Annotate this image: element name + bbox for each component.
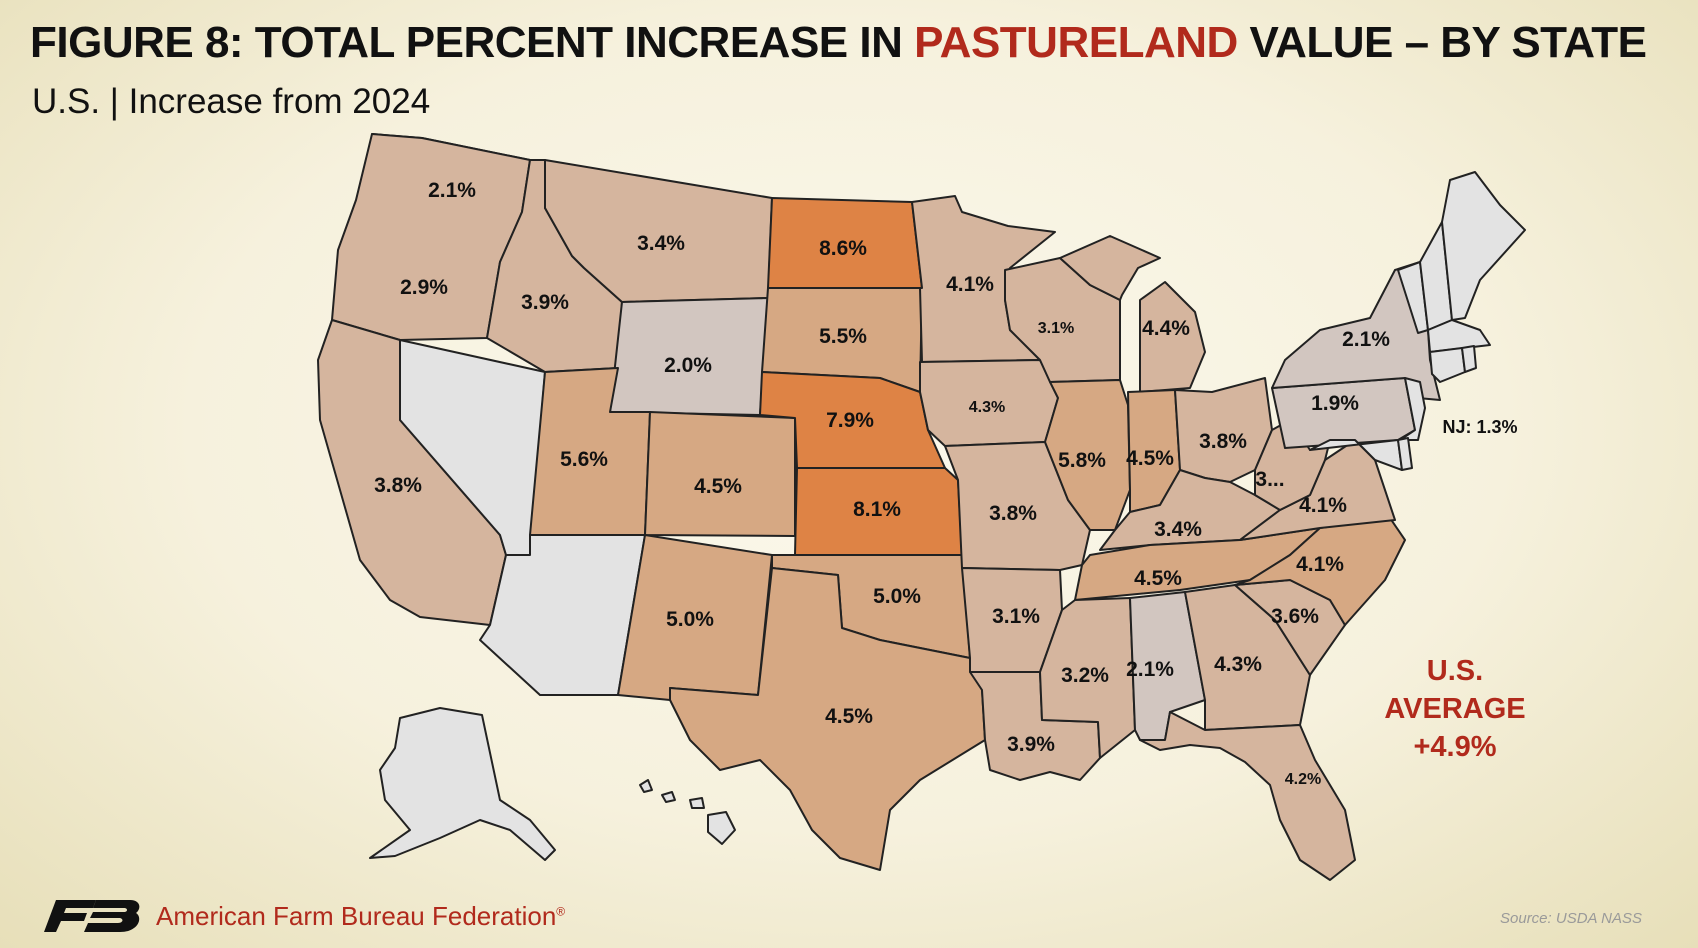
title-highlight: PASTURELAND bbox=[914, 18, 1238, 67]
title-suffix: VALUE – BY STATE bbox=[1237, 18, 1648, 67]
state-nj bbox=[1399, 377, 1426, 441]
label-nj: NJ: 1.3% bbox=[1442, 417, 1517, 437]
label-wi: 3.1% bbox=[1038, 320, 1074, 337]
afbf-logo-icon bbox=[44, 900, 140, 932]
label-mt: 3.4% bbox=[637, 232, 685, 255]
title-prefix: FIGURE 8: TOTAL PERCENT INCREASE IN bbox=[30, 18, 915, 67]
label-tx: 4.5% bbox=[825, 705, 873, 728]
label-wv: 3... bbox=[1255, 468, 1284, 491]
state-ri bbox=[1461, 345, 1477, 373]
label-ne: 7.9% bbox=[826, 409, 874, 432]
label-ca: 3.8% bbox=[374, 474, 422, 497]
state-fl bbox=[1139, 711, 1356, 881]
state-de bbox=[1397, 437, 1413, 471]
label-nc: 4.1% bbox=[1296, 553, 1344, 576]
state-az bbox=[479, 534, 646, 696]
label-or: 2.9% bbox=[400, 276, 448, 299]
label-nm: 5.0% bbox=[666, 608, 714, 631]
state-me bbox=[1441, 171, 1526, 321]
org-name-text: American Farm Bureau Federation bbox=[156, 900, 557, 931]
label-va: 4.1% bbox=[1299, 494, 1347, 517]
label-co: 4.5% bbox=[694, 475, 742, 498]
label-wy: 2.0% bbox=[664, 354, 712, 377]
state-tx bbox=[669, 567, 986, 871]
label-ar: 3.1% bbox=[992, 605, 1040, 628]
state-nc bbox=[1234, 517, 1406, 626]
figure-subtitle: U.S. | Increase from 2024 bbox=[32, 82, 431, 121]
label-la: 3.9% bbox=[1007, 733, 1055, 756]
state-mi bbox=[1059, 235, 1206, 393]
label-sd: 5.5% bbox=[819, 325, 867, 348]
label-mn: 4.1% bbox=[946, 273, 994, 296]
avg-line-1: U.S. bbox=[1426, 655, 1484, 687]
label-al: 2.1% bbox=[1126, 658, 1174, 681]
label-sc: 3.6% bbox=[1271, 605, 1319, 628]
label-ky: 3.4% bbox=[1154, 518, 1202, 541]
figure-title: FIGURE 8: TOTAL PERCENT INCREASE IN PAST… bbox=[30, 18, 1647, 68]
org-name: American Farm Bureau Federation® bbox=[156, 901, 565, 932]
label-mo: 3.8% bbox=[989, 502, 1037, 525]
label-ms: 3.2% bbox=[1061, 664, 1109, 687]
label-ok: 5.0% bbox=[873, 585, 921, 608]
state-ak bbox=[369, 707, 556, 861]
footer: American Farm Bureau Federation® bbox=[44, 896, 565, 936]
label-tn: 4.5% bbox=[1134, 567, 1182, 590]
avg-line-2: AVERAGE bbox=[1384, 693, 1526, 725]
state-ma bbox=[1427, 319, 1491, 353]
label-nd: 8.6% bbox=[819, 237, 867, 260]
label-pa: 1.9% bbox=[1311, 392, 1359, 415]
label-mi: 4.4% bbox=[1142, 317, 1190, 340]
label-ny: 2.1% bbox=[1342, 328, 1390, 351]
source-note: Source: USDA NASS bbox=[1500, 910, 1642, 927]
label-ut: 5.6% bbox=[560, 448, 608, 471]
state-ct bbox=[1429, 347, 1466, 383]
label-id: 3.9% bbox=[521, 291, 569, 314]
label-wa: 2.1% bbox=[428, 179, 476, 202]
us-average-callout: U.S. AVERAGE +4.9% bbox=[1380, 652, 1530, 766]
state-hi bbox=[639, 779, 736, 845]
label-ga: 4.3% bbox=[1214, 653, 1262, 676]
label-fl: 4.2% bbox=[1285, 771, 1321, 788]
state-co bbox=[644, 411, 796, 537]
label-in: 4.5% bbox=[1126, 447, 1174, 470]
label-ia: 4.3% bbox=[969, 399, 1005, 416]
state-il bbox=[1044, 379, 1131, 531]
avg-value: +4.9% bbox=[1413, 731, 1497, 763]
registered-mark: ® bbox=[556, 903, 566, 918]
label-ks: 8.1% bbox=[853, 498, 901, 521]
label-il: 5.8% bbox=[1058, 449, 1106, 472]
label-oh: 3.8% bbox=[1199, 430, 1247, 453]
